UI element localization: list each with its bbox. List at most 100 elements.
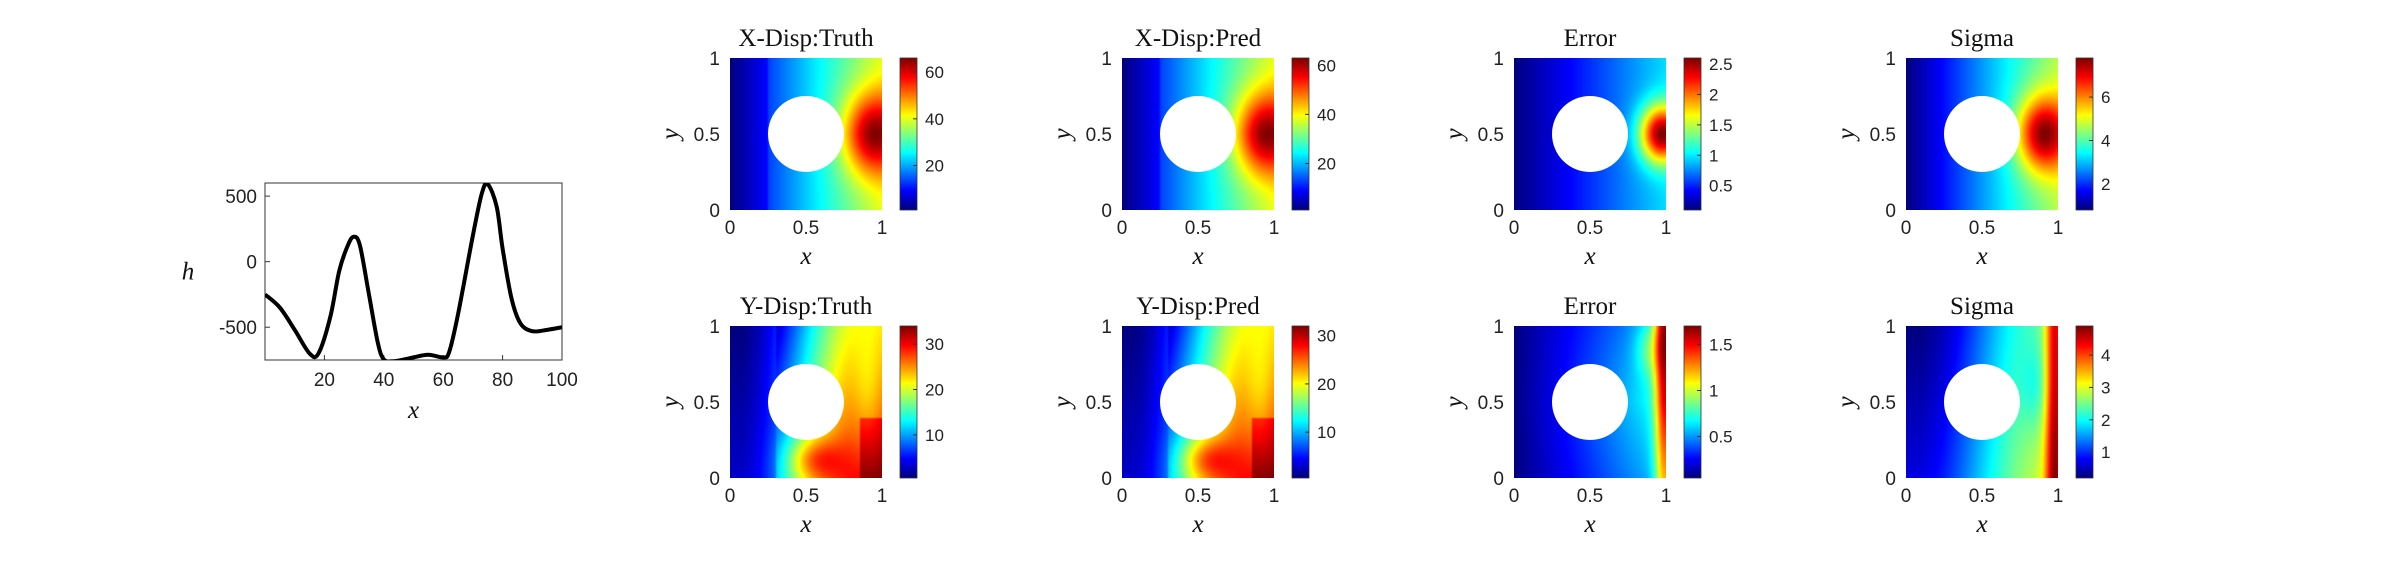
colorbar-frame: [1291, 325, 1310, 479]
colorbar-tick-label: 0.5: [1709, 428, 1733, 447]
y-tick-label: 1: [1493, 49, 1504, 70]
colorbar: [1684, 326, 1701, 478]
y-tick-label: 0.5: [694, 393, 720, 414]
plate-hole: [768, 96, 844, 172]
colorbar: [900, 326, 917, 478]
x-tick-label: 0: [725, 218, 736, 239]
y-tick-label: 1: [1101, 317, 1112, 338]
y-tick-label: 1: [1493, 317, 1504, 338]
x-axis-label: x: [1975, 511, 1987, 538]
panel-title: X-Disp:Truth: [738, 25, 874, 52]
x-tick-label: 40: [373, 370, 394, 391]
x-axis-label: x: [1975, 243, 1987, 270]
y-axis-label: h: [182, 259, 195, 286]
colorbar: [900, 58, 917, 210]
x-tick-label: 0: [1509, 486, 1520, 507]
x-tick-label: 20: [314, 370, 335, 391]
colorbar-frame: [899, 325, 918, 479]
y-tick-label: 0: [1101, 201, 1112, 222]
y-axis-label: y: [657, 128, 684, 143]
x-axis-label: x: [799, 243, 811, 270]
colorbar-tick-label: 6: [2101, 88, 2110, 107]
x-tick-label: 0.5: [1577, 486, 1603, 507]
colorbar-tick-label: 60: [925, 63, 944, 82]
plate-hole: [1944, 364, 2020, 440]
x-axis-label: x: [407, 397, 419, 424]
plate-hole: [1944, 96, 2020, 172]
colorbar-tick-label: 10: [1317, 423, 1336, 442]
y-tick-label: 0: [709, 469, 720, 490]
colorbar-tick-label: 40: [925, 110, 944, 129]
colorbar-frame: [2075, 325, 2094, 479]
x-tick-label: 0.5: [1185, 218, 1211, 239]
x-tick-label: 0.5: [1969, 486, 1995, 507]
colorbar: [2076, 326, 2093, 478]
y-tick-label: 0: [709, 201, 720, 222]
y-tick-label: -500: [219, 318, 257, 339]
x-axis-label: x: [1583, 511, 1595, 538]
y-tick-label: 0: [1493, 201, 1504, 222]
colorbar-frame: [1683, 57, 1702, 211]
colorbar-tick-label: 30: [925, 335, 944, 354]
colorbar-tick-label: 4: [2101, 132, 2110, 151]
x-tick-label: 0.5: [1577, 218, 1603, 239]
y-axis-label: y: [1833, 396, 1860, 411]
heatmap-panel: Sigma 0 0.5 1 0 0.5 1 x y 1 2 3 4: [1833, 293, 2110, 538]
heatmap-panel: Error 0 0.5 1 0 0.5 1 x y 0.5 1 1.5: [1441, 293, 1733, 538]
y-tick-label: 0.5: [694, 125, 720, 146]
x-tick-label: 1: [1661, 486, 1672, 507]
y-tick-label: 0.5: [1086, 393, 1112, 414]
x-axis-label: x: [1191, 243, 1203, 270]
colorbar: [1292, 326, 1309, 478]
colorbar-tick-label: 20: [1317, 375, 1336, 394]
x-tick-label: 1: [2053, 486, 2064, 507]
x-tick-label: 60: [433, 370, 454, 391]
colorbar-tick-label: 20: [925, 381, 944, 400]
colorbar-tick-label: 0.5: [1709, 177, 1733, 196]
y-tick-label: 0: [1493, 469, 1504, 490]
plot-area-frame: [264, 182, 563, 361]
x-axis-label: x: [1191, 511, 1203, 538]
x-tick-label: 0: [1509, 218, 1520, 239]
colorbar-tick-label: 1.5: [1709, 116, 1733, 135]
heatmap-panel: X-Disp:Pred 0 0.5 1 0 0.5 1 x y 20 40 60: [1049, 25, 1336, 270]
x-tick-label: 1: [877, 218, 888, 239]
x-tick-label: 0.5: [1969, 218, 1995, 239]
colorbar: [1292, 58, 1309, 210]
colorbar: [2076, 58, 2093, 210]
y-axis-label: y: [1049, 128, 1076, 143]
y-tick-label: 0: [246, 253, 257, 274]
plate-hole: [1160, 364, 1236, 440]
x-tick-label: 0: [1901, 218, 1912, 239]
line-chart-panel: 20 40 60 80 100 500 0 -500 x h: [182, 182, 578, 424]
plate-hole: [768, 364, 844, 440]
y-tick-label: 0.5: [1478, 125, 1504, 146]
colorbar-tick-label: 20: [925, 157, 944, 176]
colorbar-tick-label: 2: [2101, 411, 2110, 430]
panel-title: Error: [1564, 293, 1617, 320]
colorbar-frame: [2075, 57, 2094, 211]
x-axis-label: x: [799, 511, 811, 538]
colorbar-tick-label: 4: [2101, 346, 2110, 365]
x-tick-label: 0: [1117, 218, 1128, 239]
colorbar-tick-label: 2: [1709, 85, 1718, 104]
y-tick-label: 0.5: [1870, 393, 1896, 414]
x-tick-label: 0.5: [1185, 486, 1211, 507]
colorbar-tick-label: 20: [1317, 154, 1336, 173]
panel-title: X-Disp:Pred: [1135, 25, 1262, 52]
colorbar-tick-label: 1: [1709, 146, 1718, 165]
heatmap-panel: Sigma 0 0.5 1 0 0.5 1 x y 2 4 6: [1833, 25, 2110, 270]
y-tick-label: 1: [1885, 49, 1896, 70]
plate-hole: [1552, 96, 1628, 172]
x-tick-label: 0: [725, 486, 736, 507]
heatmap-panel: Error 0 0.5 1 0 0.5 1 x y 0.5 1 1.5 2 2.5: [1441, 25, 1733, 270]
y-axis-label: y: [657, 396, 684, 411]
colorbar-tick-label: 1: [1709, 381, 1718, 400]
colorbar-tick-label: 1: [2101, 443, 2110, 462]
y-tick-label: 1: [709, 317, 720, 338]
panel-title: Sigma: [1950, 293, 2014, 320]
y-tick-label: 0.5: [1478, 393, 1504, 414]
y-tick-label: 1: [709, 49, 720, 70]
